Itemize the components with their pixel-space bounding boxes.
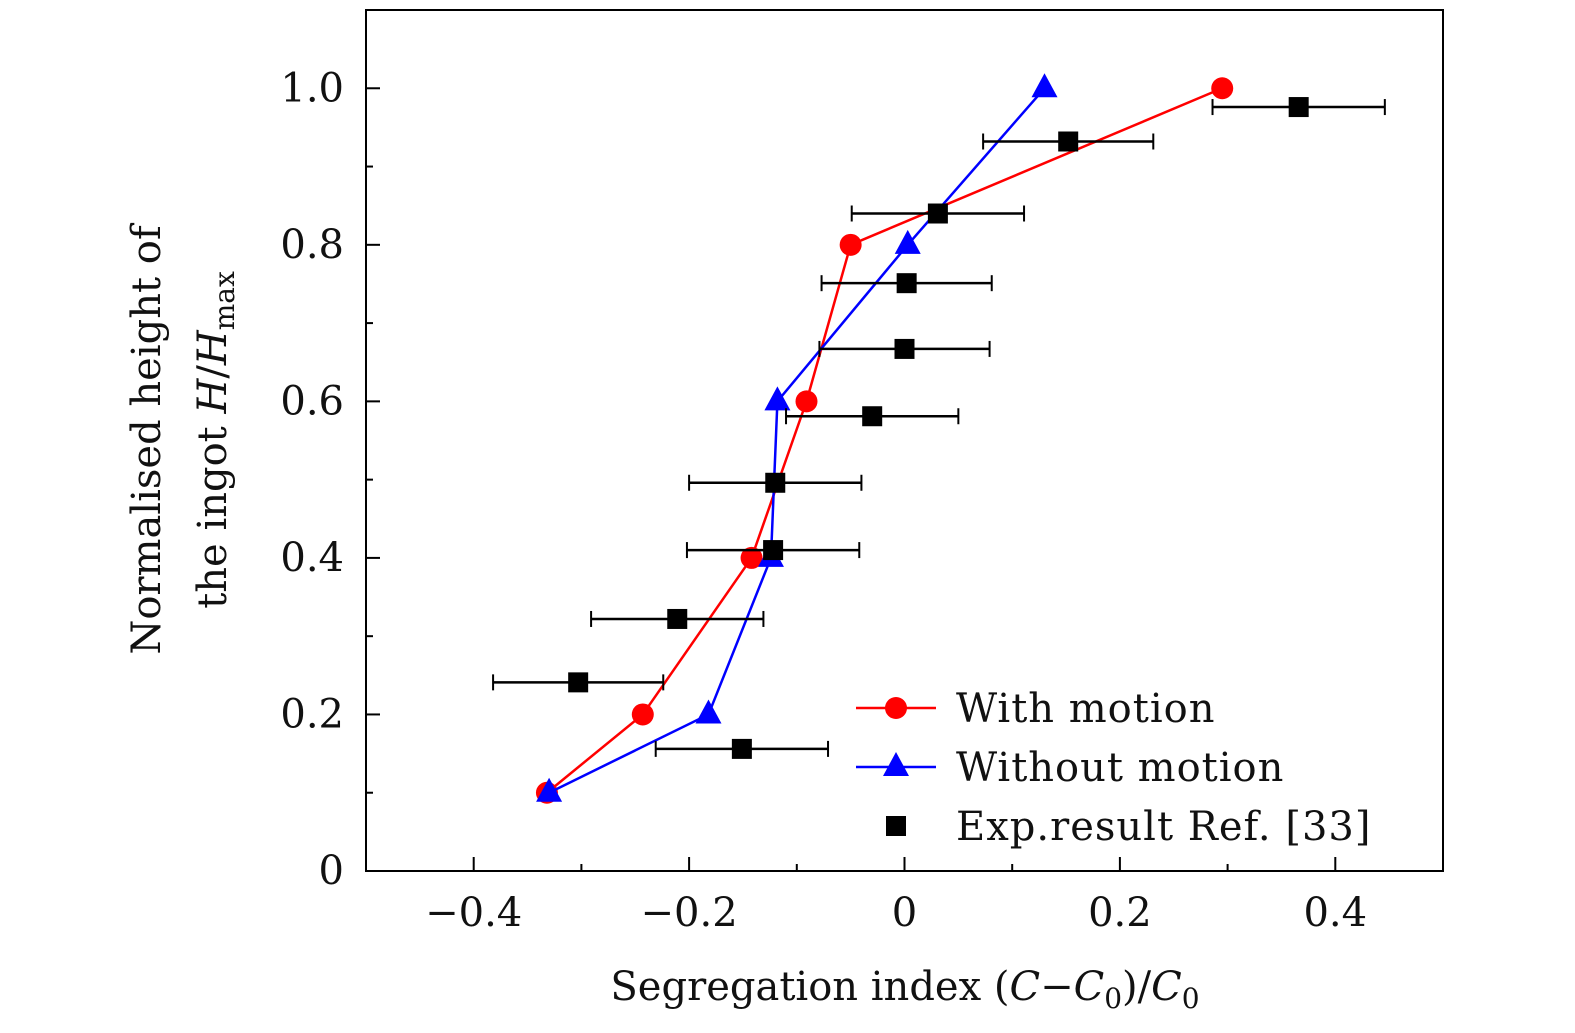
y-tick-label: 0 [319, 848, 344, 894]
legend-marker-without-motion [883, 752, 909, 776]
legend-marker-with-motion [885, 697, 907, 719]
y-axis-label-line2: the ingot H/Hmax [190, 271, 241, 609]
x-tick-label: −0.2 [641, 890, 738, 936]
without-motion-point [1031, 73, 1058, 98]
with-motion-point [795, 390, 818, 413]
x-tick-label: 0.2 [1088, 890, 1152, 936]
with-motion-point [740, 546, 763, 569]
with-motion-point [839, 233, 862, 256]
plot-frame [365, 9, 1444, 872]
legend-label-without-motion: Without motion [956, 745, 1284, 791]
legend-label-exp-result-ref-33: Exp.result Ref. [33] [956, 804, 1371, 850]
without-motion-point [764, 386, 791, 411]
x-tick-label: 0.4 [1303, 890, 1367, 936]
exp-result-ref-33-point [896, 273, 917, 294]
exp-result-ref-33-point [894, 338, 915, 359]
legend-marker-exp-result-ref-33 [886, 816, 906, 836]
exp-result-ref-33-point [763, 540, 784, 561]
without-motion-point [536, 777, 563, 802]
x-tick-label: −0.4 [425, 890, 522, 936]
x-axis-label: Segregation index (C−C0)/C0 [610, 964, 1199, 1015]
without-motion-point [894, 229, 921, 254]
y-axis-label-line1: Normalised height of [124, 222, 170, 655]
exp-result-ref-33-point [927, 203, 948, 224]
exp-result-ref-33-point [667, 608, 688, 629]
legend-label-with-motion: With motion [956, 686, 1215, 732]
with-motion-point [1211, 77, 1234, 100]
y-tick-label: 0.2 [280, 691, 344, 737]
y-tick-label: 0.6 [280, 378, 344, 424]
chart-marks [492, 73, 1386, 804]
y-tick-label: 0.4 [280, 535, 344, 581]
exp-result-ref-33-point [765, 472, 786, 493]
y-tick-label: 1.0 [280, 65, 344, 111]
without-motion-point [695, 699, 722, 724]
axes: −0.4 −0.2 0 0.2 0.4 0 0.2 0.4 0.6 0.8 1.0 [280, 9, 1444, 936]
legend: With motion Without motion Exp.result Ref.… [856, 686, 1371, 850]
exp-result-ref-33-point [1288, 97, 1309, 118]
exp-result-ref-33-point [862, 406, 883, 427]
exp-result-ref-33-point [731, 738, 752, 759]
with-motion-point [631, 703, 654, 726]
exp-result-ref-33-point [1058, 131, 1079, 152]
exp-result-ref-33-point [568, 672, 589, 693]
y-tick-label: 0.8 [280, 222, 344, 268]
x-tick-label: 0 [892, 890, 917, 936]
